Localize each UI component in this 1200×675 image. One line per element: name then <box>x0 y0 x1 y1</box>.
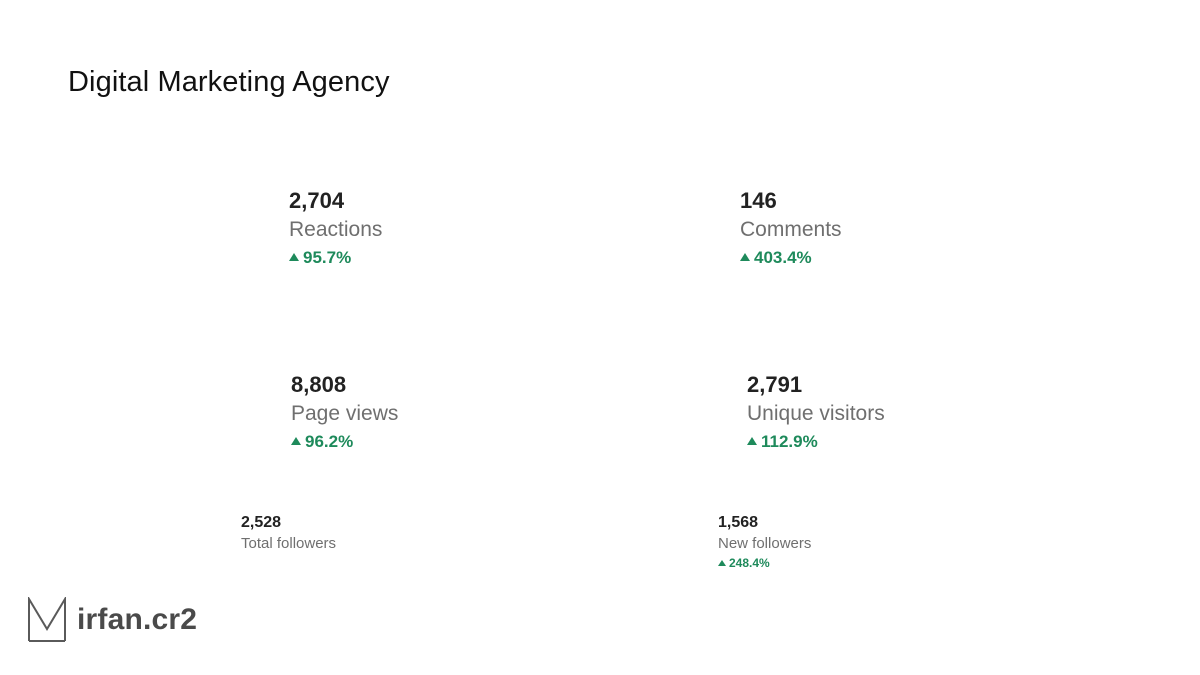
metric-reactions: 2,704 Reactions 95.7% <box>289 187 382 271</box>
metric-unique-visitors: 2,791 Unique visitors 112.9% <box>747 371 885 455</box>
metric-total-followers: 2,528 Total followers <box>241 513 336 555</box>
metric-label: Reactions <box>289 218 383 241</box>
up-arrow-icon <box>289 253 299 261</box>
up-arrow-icon <box>747 437 757 445</box>
metric-comments: 146 Comments 403.4% <box>740 187 842 271</box>
metric-label: Comments <box>740 218 842 241</box>
metric-change: 112.9% <box>747 429 885 455</box>
metric-change-value: 248.4% <box>729 556 770 570</box>
page-title: Digital Marketing Agency <box>68 66 390 98</box>
metric-label: Total followers <box>241 535 337 552</box>
metric-value: 8,808 <box>291 372 347 397</box>
metric-change-value: 96.2% <box>305 432 354 451</box>
metric-label: New followers <box>718 535 812 552</box>
metric-change: 95.7% <box>289 245 382 271</box>
metric-change: 96.2% <box>291 429 398 455</box>
brand-watermark: irfan.cr2 <box>27 597 197 643</box>
up-arrow-icon <box>291 437 301 445</box>
up-arrow-icon <box>740 253 750 261</box>
up-arrow-icon <box>718 560 726 566</box>
m-logo-icon <box>28 597 66 642</box>
brand-name: irfan.cr2 <box>77 603 198 636</box>
metric-change: 248.4% <box>718 555 811 571</box>
metric-value: 2,704 <box>289 188 345 213</box>
metric-value: 1,568 <box>718 514 759 531</box>
metric-label: Page views <box>291 402 399 425</box>
metric-label: Unique visitors <box>747 402 885 425</box>
metric-new-followers: 1,568 New followers 248.4% <box>718 513 811 571</box>
metric-value: 2,791 <box>747 372 803 397</box>
metric-change-value: 403.4% <box>754 248 812 267</box>
metric-value: 2,528 <box>241 514 282 531</box>
metric-change: 403.4% <box>740 245 842 271</box>
metric-change-value: 112.9% <box>761 432 818 451</box>
metric-value: 146 <box>740 188 777 213</box>
metric-page-views: 8,808 Page views 96.2% <box>291 371 398 455</box>
metric-change-value: 95.7% <box>303 248 352 267</box>
